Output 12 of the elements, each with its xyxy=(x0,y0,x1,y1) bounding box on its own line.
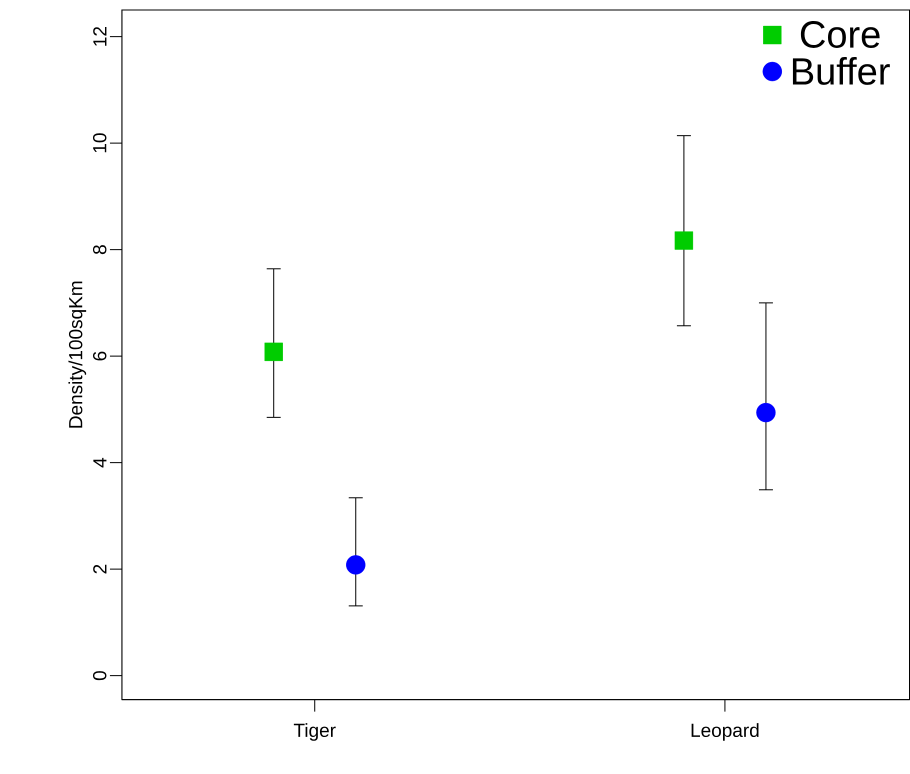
y-tick-label: 2 xyxy=(93,565,106,574)
y-tick-label: 8 xyxy=(92,245,106,254)
x-tick-label: Tiger xyxy=(294,723,336,742)
y-tick-label: 12 xyxy=(93,27,106,46)
legend-label: Buffer xyxy=(792,57,890,86)
y-tick-label: 10 xyxy=(92,134,106,152)
y-axis-title: Density/100sqKm xyxy=(68,282,86,428)
y-tick-label: 0 xyxy=(92,671,106,680)
y-tick-label: 6 xyxy=(92,352,106,361)
x-tick-label: Leopard xyxy=(692,723,759,742)
y-tick-label: 4 xyxy=(93,458,106,468)
legend-label: Core xyxy=(800,21,880,48)
